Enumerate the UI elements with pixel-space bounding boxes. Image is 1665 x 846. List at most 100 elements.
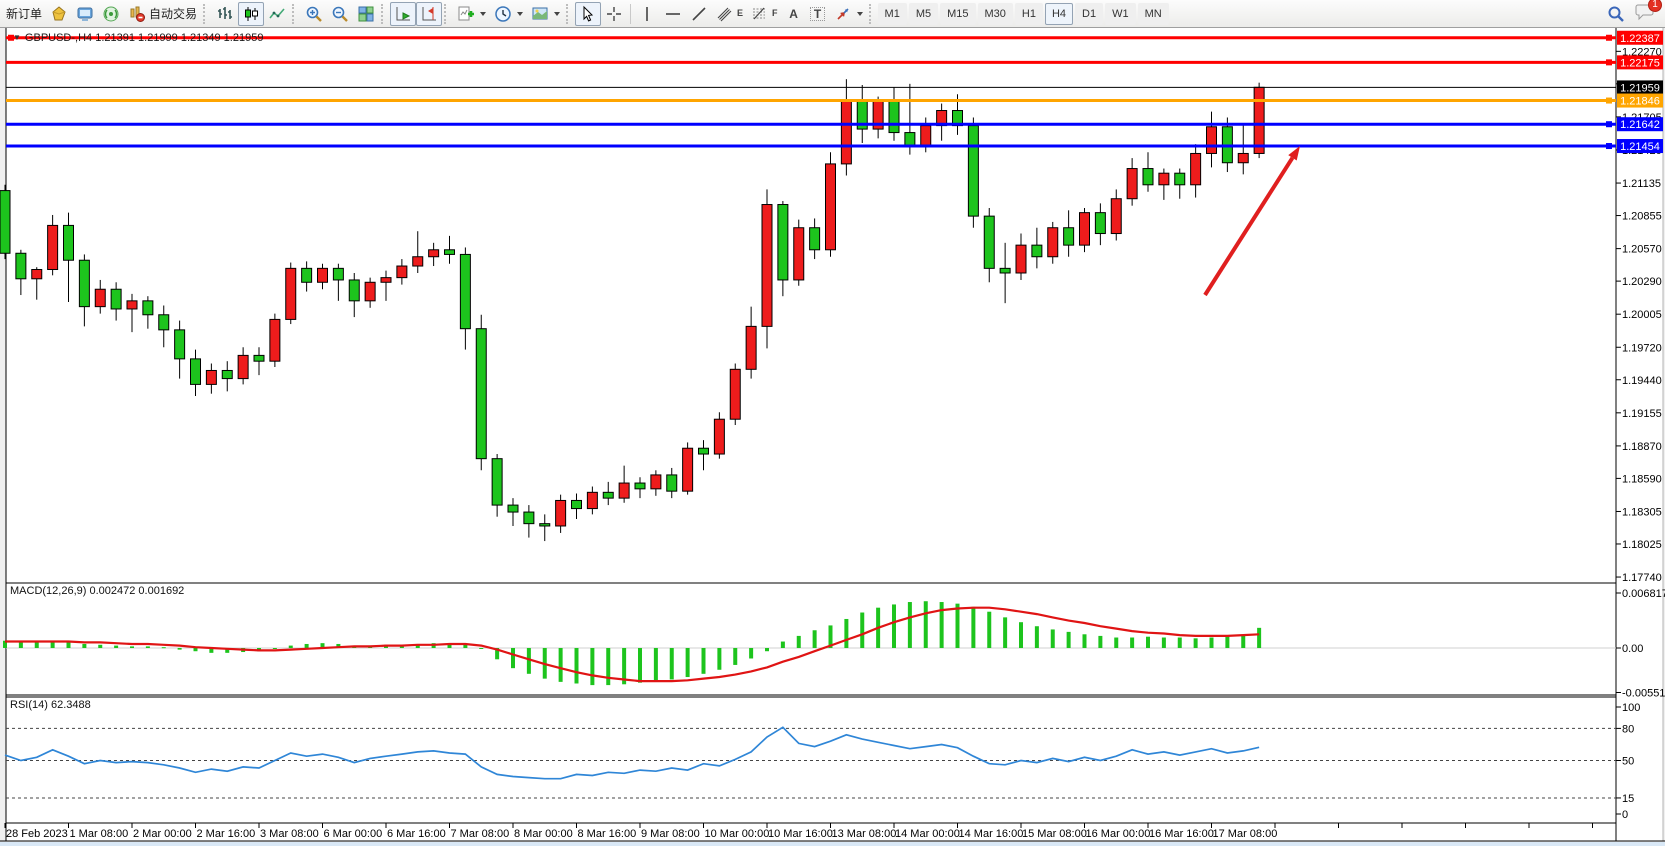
signal-button[interactable] xyxy=(98,2,124,26)
svg-text:10 Mar 00:00: 10 Mar 00:00 xyxy=(705,828,770,840)
toolbar-right-group: 1 xyxy=(1603,0,1663,26)
chat-button[interactable]: 1 xyxy=(1635,0,1662,26)
rsi-indicator-label: RSI(14) 62.3488 xyxy=(10,699,91,711)
svg-text:1.21959: 1.21959 xyxy=(1620,82,1660,94)
rsi-name: RSI(14) xyxy=(10,699,48,711)
svg-text:1.18025: 1.18025 xyxy=(1622,539,1662,551)
equidistant-channel-icon xyxy=(716,5,734,23)
horizontal-lines[interactable]: 1.22387 1.22175 1.21959 1.21846 1.21642 1.214… xyxy=(6,30,1663,154)
notification-badge: 1 xyxy=(1648,0,1662,12)
svg-text:0.006817: 0.006817 xyxy=(1622,588,1665,600)
svg-text:2 Mar 16:00: 2 Mar 16:00 xyxy=(197,828,256,840)
svg-text:1.18305: 1.18305 xyxy=(1622,506,1662,518)
svg-text:1.21454: 1.21454 xyxy=(1620,141,1660,153)
timeframe-button-m1[interactable]: M1 xyxy=(877,2,907,25)
macd-name: MACD(12,26,9) xyxy=(10,585,87,597)
svg-text:1.21135: 1.21135 xyxy=(1622,178,1661,190)
text-button[interactable]: A xyxy=(782,2,806,26)
template-dropdown-caret xyxy=(554,11,561,16)
timeframe-button-m30[interactable]: M30 xyxy=(977,2,1013,25)
chart-shift-button[interactable] xyxy=(416,1,443,26)
macd-series xyxy=(3,601,1262,686)
timeframe-button-m5[interactable]: M5 xyxy=(908,2,939,25)
macd-indicator-label: MACD(12,26,9) 0.002472 0.001692 xyxy=(10,585,184,597)
timeframe-button-h1[interactable]: H1 xyxy=(1014,2,1043,25)
zoom-out-icon xyxy=(331,5,349,23)
timeframe-button-mn[interactable]: MN xyxy=(1137,2,1169,25)
svg-text:1.21642: 1.21642 xyxy=(1620,119,1660,131)
period-button[interactable] xyxy=(490,2,527,26)
window-bottom-strip xyxy=(0,842,1665,846)
svg-text:1.20005: 1.20005 xyxy=(1622,309,1662,321)
terminal-icon xyxy=(76,5,94,23)
vertical-line-button[interactable] xyxy=(634,2,660,26)
terminal-button[interactable] xyxy=(72,2,98,26)
cursor-button[interactable] xyxy=(575,1,602,26)
equidistant-channel-button[interactable]: E xyxy=(712,2,747,26)
period-dropdown-caret xyxy=(517,11,524,16)
timeframe-button-h4[interactable]: H4 xyxy=(1044,2,1074,25)
new-order-label: 新订单 xyxy=(6,7,43,21)
svg-text:8 Mar 00:00: 8 Mar 00:00 xyxy=(514,828,573,840)
svg-text:7 Mar 08:00: 7 Mar 08:00 xyxy=(451,828,510,840)
toolbar-grip xyxy=(381,3,386,24)
fibonacci-icon xyxy=(751,5,769,23)
svg-text:14 Mar 16:00: 14 Mar 16:00 xyxy=(959,828,1024,840)
trendline-icon xyxy=(690,5,708,23)
svg-text:1.18590: 1.18590 xyxy=(1622,473,1662,485)
fibonacci-button[interactable]: F xyxy=(747,2,782,26)
svg-text:1.20290: 1.20290 xyxy=(1622,276,1662,288)
toolbar-grip xyxy=(292,3,297,24)
candlestick-chart-button[interactable] xyxy=(238,1,265,26)
gold-nugget-button[interactable] xyxy=(46,2,72,26)
template-icon xyxy=(531,5,549,23)
svg-text:9 Mar 08:00: 9 Mar 08:00 xyxy=(641,828,700,840)
chart-shift-icon xyxy=(420,5,438,23)
indicators-button[interactable] xyxy=(453,2,490,26)
svg-text:1.18870: 1.18870 xyxy=(1622,441,1662,453)
signal-icon xyxy=(102,5,120,23)
svg-text:80: 80 xyxy=(1622,723,1634,735)
auto-scroll-icon xyxy=(394,5,412,23)
candlestick-chart-icon xyxy=(242,5,260,23)
zoom-in-button[interactable] xyxy=(301,2,327,26)
zoom-out-button[interactable] xyxy=(327,2,353,26)
svg-text:1.20855: 1.20855 xyxy=(1622,211,1662,223)
svg-text:16 Mar 00:00: 16 Mar 00:00 xyxy=(1086,828,1151,840)
toolbar-separator xyxy=(630,3,632,24)
horizontal-line-button[interactable] xyxy=(660,2,686,26)
crosshair-button[interactable] xyxy=(601,2,627,26)
clock-icon xyxy=(494,5,512,23)
svg-text:-0.005518: -0.005518 xyxy=(1622,688,1665,700)
svg-text:1.19155: 1.19155 xyxy=(1622,408,1662,420)
time-axis[interactable]: 28 Feb 2023 1 Mar 08:00 2 Mar 00:00 2 Mar 1… xyxy=(4,823,1593,840)
bar-chart-button[interactable] xyxy=(212,2,238,26)
arrows-dropdown-caret xyxy=(856,11,863,16)
svg-text:15 Mar 08:00: 15 Mar 08:00 xyxy=(1022,828,1087,840)
search-button[interactable] xyxy=(1603,2,1629,26)
chart-title-text: GBPUSD-,H4 1.21391 1.21999 1.21349 1.219… xyxy=(24,32,264,44)
text-label-button[interactable]: T xyxy=(806,2,830,26)
svg-text:16 Mar 16:00: 16 Mar 16:00 xyxy=(1149,828,1214,840)
timeframe-button-m15[interactable]: M15 xyxy=(940,2,976,25)
auto-scroll-button[interactable] xyxy=(390,1,417,26)
svg-text:6 Mar 16:00: 6 Mar 16:00 xyxy=(387,828,446,840)
new-order-button[interactable]: 新订单 xyxy=(2,2,46,26)
annotation-arrow[interactable] xyxy=(1203,146,1300,297)
svg-text:1 Mar 08:00: 1 Mar 08:00 xyxy=(70,828,129,840)
auto-trading-button[interactable]: 自动交易 xyxy=(124,2,201,26)
svg-text:100: 100 xyxy=(1622,702,1640,714)
timeframe-button-w1[interactable]: W1 xyxy=(1105,2,1136,25)
trendline-button[interactable] xyxy=(686,2,712,26)
line-chart-button[interactable] xyxy=(264,2,290,26)
template-button[interactable] xyxy=(527,2,564,26)
tile-windows-button[interactable] xyxy=(353,2,379,26)
macd-values: 0.002472 0.001692 xyxy=(89,585,185,597)
timeframe-button-d1[interactable]: D1 xyxy=(1075,2,1104,25)
svg-text:1.22175: 1.22175 xyxy=(1620,57,1660,69)
svg-text:14 Mar 00:00: 14 Mar 00:00 xyxy=(895,828,960,840)
svg-text:15: 15 xyxy=(1622,793,1634,805)
chart-title: ▼ GBPUSD-,H4 1.21391 1.21999 1.21349 1.21… xyxy=(13,32,263,44)
arrows-button[interactable] xyxy=(830,2,867,26)
